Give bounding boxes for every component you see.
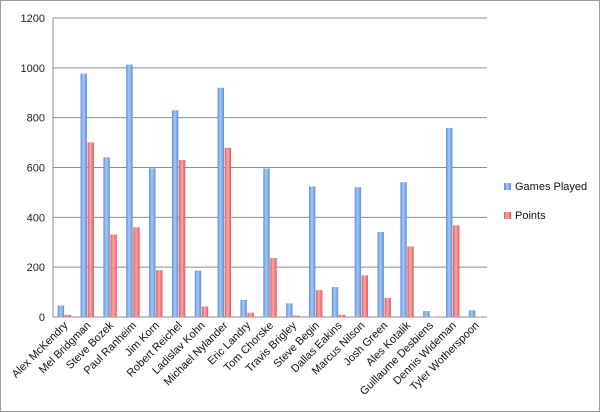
y-tick-label: 1200 [21,13,45,25]
bar-points [156,270,163,317]
legend-swatch [504,212,511,219]
bar-games-played [194,270,202,317]
bar-points [247,312,254,317]
bar-points [315,290,323,317]
y-tick-label: 0 [39,312,45,324]
legend-label: Games Played [515,181,587,193]
bar-games-played [308,186,316,317]
bar-games-played [103,157,110,317]
bar-points [178,160,186,317]
bar-points [133,227,140,317]
y-tick-label: 800 [27,113,45,125]
bar-games-played [423,311,430,317]
bar-points [201,306,209,317]
bar-games-played [468,310,476,317]
bar-games-played [217,87,225,318]
bar-points [293,315,300,317]
bar-games-played [446,127,453,317]
bar-games-played [126,64,133,317]
bar-games-played [57,305,65,317]
bar-points [361,275,369,317]
legend-swatch [504,183,511,190]
bar-games-played [80,73,87,317]
bar-games-played [286,303,293,317]
bar-games-played [149,168,156,317]
bar-points [224,147,232,317]
bar-points [384,297,391,317]
bar-games-played [377,232,384,317]
bar-games-played [354,187,362,317]
bar-games-played [400,182,407,317]
bar-points [87,142,94,317]
bar-points [64,314,72,317]
bar-points [110,234,117,317]
bar-games-played [263,168,270,317]
bar-games-played [331,287,339,317]
bar-points [453,225,460,317]
y-tick-label: 400 [27,212,45,224]
y-tick-label: 1000 [21,63,45,75]
legend-label: Points [515,210,546,222]
bar-points [407,246,414,317]
bar-games-played [171,110,179,317]
bar-points [270,257,277,317]
y-tick-label: 600 [27,163,45,175]
bar-games-played [240,300,247,317]
bar-points [338,314,346,317]
y-tick-label: 200 [27,262,45,274]
